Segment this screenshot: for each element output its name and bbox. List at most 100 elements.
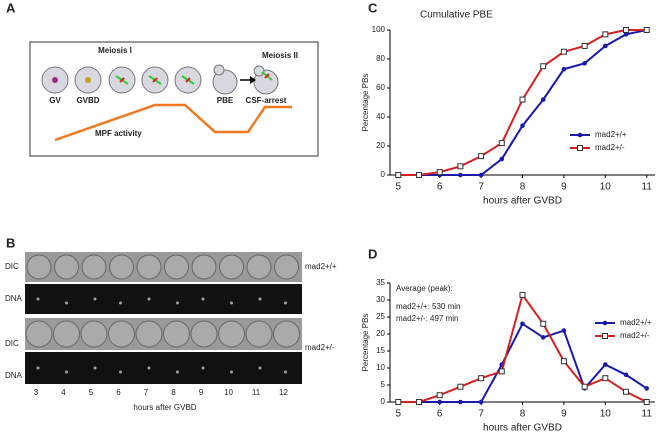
marker bbox=[458, 172, 463, 178]
stage-label: PBE bbox=[217, 96, 234, 105]
marker bbox=[540, 97, 546, 102]
marker bbox=[603, 362, 608, 367]
cell-image bbox=[273, 320, 300, 348]
phase-label: Meiosis II bbox=[262, 51, 298, 60]
y-tick-label: 15 bbox=[376, 346, 385, 355]
x-tick-label: 8 bbox=[520, 182, 526, 193]
marker bbox=[395, 172, 402, 178]
dna-spot bbox=[284, 370, 287, 374]
y-tick-label: 80 bbox=[376, 54, 385, 63]
panel-label: A bbox=[6, 0, 16, 15]
marker bbox=[478, 375, 485, 382]
cell-image bbox=[274, 254, 299, 280]
marker bbox=[577, 145, 583, 151]
genotype-label: mad2+/- bbox=[305, 343, 335, 352]
y-tick-label: 35 bbox=[376, 278, 385, 287]
y-tick-label: 30 bbox=[376, 295, 385, 304]
marker bbox=[437, 399, 442, 405]
dna-spot bbox=[93, 366, 97, 370]
marker bbox=[623, 388, 630, 395]
dna-spot bbox=[284, 301, 287, 305]
row-label: DIC bbox=[5, 339, 19, 348]
genotype-label: mad2+/+ bbox=[305, 262, 337, 271]
annotation: mad2+/+: 530 min bbox=[396, 302, 460, 311]
marker bbox=[540, 320, 547, 327]
cell-image bbox=[53, 320, 80, 348]
annotation: mad2+/-: 497 min bbox=[396, 314, 458, 323]
marker bbox=[540, 335, 546, 340]
nucleus bbox=[52, 77, 58, 83]
cell-image bbox=[218, 320, 245, 348]
x-tick-label: 10 bbox=[600, 182, 612, 193]
x-tick-label: 11 bbox=[642, 409, 653, 420]
marker bbox=[581, 42, 588, 49]
y-tick-label: 10 bbox=[376, 363, 385, 372]
cell-image bbox=[54, 254, 79, 280]
row-label: DNA bbox=[5, 294, 23, 303]
legend-label: mad2+/+ bbox=[595, 130, 627, 139]
dna-spot bbox=[258, 297, 262, 301]
image-strip bbox=[25, 284, 302, 314]
time-label: 7 bbox=[144, 388, 149, 397]
marker bbox=[560, 48, 567, 55]
time-label: 11 bbox=[252, 388, 261, 397]
marker bbox=[602, 31, 609, 38]
marker bbox=[458, 399, 463, 405]
marker bbox=[602, 333, 608, 339]
stage-label: GVBD bbox=[76, 96, 99, 105]
y-tick-label: 25 bbox=[376, 312, 385, 321]
marker bbox=[415, 172, 422, 178]
x-axis-label: hours after GVBD bbox=[483, 196, 562, 207]
x-tick-label: 8 bbox=[520, 409, 526, 420]
legend-label: mad2+/+ bbox=[620, 318, 652, 327]
y-tick-label: 20 bbox=[376, 141, 385, 150]
marker bbox=[457, 383, 464, 390]
dna-spot bbox=[65, 370, 68, 374]
diagram-box bbox=[29, 41, 319, 157]
x-tick-label: 10 bbox=[600, 409, 612, 420]
stage-label: CSF-arrest bbox=[246, 96, 287, 105]
x-axis-label: hours after GVBD bbox=[483, 423, 562, 434]
cell-image bbox=[108, 320, 135, 348]
marker bbox=[644, 386, 650, 391]
panel-label: C bbox=[368, 0, 378, 15]
legend-label: mad2+/- bbox=[595, 143, 625, 152]
cell-image bbox=[26, 254, 52, 280]
dna-spot bbox=[176, 370, 179, 374]
time-label: 10 bbox=[224, 388, 233, 397]
stage-label: GV bbox=[49, 96, 61, 105]
cell-image bbox=[81, 254, 107, 280]
time-label: 12 bbox=[279, 388, 288, 397]
x-tick-label: 7 bbox=[478, 182, 484, 193]
x-tick-label: 5 bbox=[396, 182, 402, 193]
arrow-head bbox=[250, 76, 256, 84]
dna-spot bbox=[36, 297, 40, 301]
x-tick-label: 5 bbox=[396, 409, 402, 420]
dna-spot bbox=[93, 297, 97, 301]
dna-spot bbox=[36, 366, 40, 370]
marker bbox=[478, 153, 485, 160]
x-tick-label: 7 bbox=[478, 409, 484, 420]
dna-spot bbox=[201, 366, 205, 370]
marker bbox=[643, 399, 650, 405]
marker bbox=[561, 328, 567, 333]
cell-image bbox=[80, 320, 108, 348]
microscopy bbox=[25, 252, 302, 384]
y-tick-label: 100 bbox=[372, 25, 386, 34]
mpf-curve bbox=[54, 103, 292, 142]
chart-title: Cumulative PBE bbox=[420, 10, 493, 21]
y-tick-label: 60 bbox=[376, 83, 385, 92]
dna-spot bbox=[119, 370, 122, 374]
time-label: 8 bbox=[171, 388, 176, 397]
marker bbox=[415, 399, 422, 405]
marker bbox=[577, 132, 583, 138]
marker bbox=[499, 156, 505, 162]
x-tick-label: 9 bbox=[561, 182, 567, 193]
dna-spot bbox=[201, 297, 205, 301]
dna-spot bbox=[119, 301, 122, 305]
row-label: DIC bbox=[5, 262, 19, 271]
y-tick-label: 0 bbox=[381, 397, 386, 406]
time-label: 9 bbox=[199, 388, 204, 397]
dna-spot bbox=[147, 297, 151, 301]
